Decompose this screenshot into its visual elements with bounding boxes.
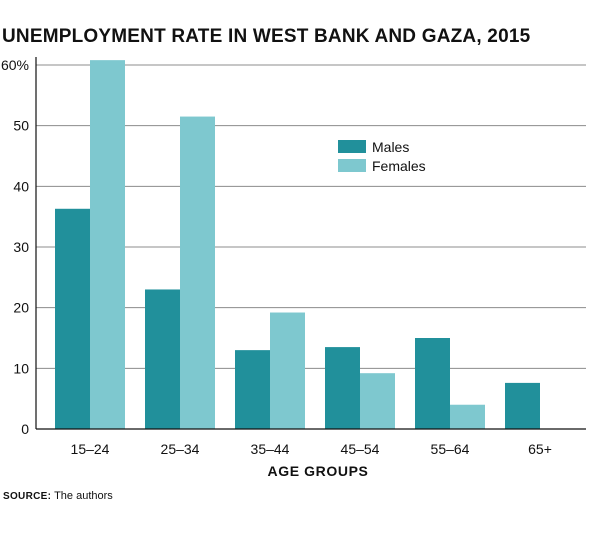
x-tick-label: 15–24	[71, 441, 110, 457]
source-text: The authors	[54, 490, 113, 502]
x-axis-label: AGE GROUPS	[268, 463, 369, 479]
y-tick-label: 30	[13, 239, 29, 255]
bar-males-4	[415, 338, 450, 429]
bar-females-1	[180, 116, 215, 430]
bars	[55, 60, 540, 430]
bar-females-0	[90, 60, 125, 429]
legend-label-males: Males	[372, 139, 409, 155]
axes: 0 10 20 30 40 50 60% 15–24 25–34 35–44 45–54 55–64 6…	[1, 57, 586, 457]
legend-swatch-males	[338, 140, 366, 153]
y-tick-label: 50	[13, 118, 29, 134]
y-tick-label: 60%	[1, 57, 29, 73]
bar-females-4	[450, 404, 485, 429]
y-tick-label: 10	[13, 360, 29, 376]
x-tick-label: 35–44	[251, 441, 290, 457]
gridlines	[36, 64, 586, 369]
y-tick-label: 0	[21, 421, 29, 437]
bar-males-0	[55, 208, 90, 429]
bar-females-2	[270, 312, 305, 429]
x-tick-label: 45–54	[341, 441, 380, 457]
source-note: SOURCE: The authors	[3, 490, 113, 502]
bar-males-5	[505, 382, 540, 429]
legend-label-females: Females	[372, 158, 426, 174]
y-tick-label: 20	[13, 300, 29, 316]
bar-females-3	[360, 373, 395, 429]
x-tick-label: 65+	[528, 441, 552, 457]
x-tick-label: 25–34	[161, 441, 200, 457]
bar-males-2	[235, 350, 270, 429]
legend: Males Females	[338, 139, 426, 174]
bar-males-3	[325, 347, 360, 429]
chart-title: UNEMPLOYMENT RATE IN WEST BANK AND GAZA,…	[2, 26, 531, 47]
bar-males-1	[145, 289, 180, 429]
x-tick-label: 55–64	[431, 441, 470, 457]
y-tick-label: 40	[13, 178, 29, 194]
source-label: SOURCE:	[3, 491, 52, 502]
legend-swatch-females	[338, 159, 366, 172]
